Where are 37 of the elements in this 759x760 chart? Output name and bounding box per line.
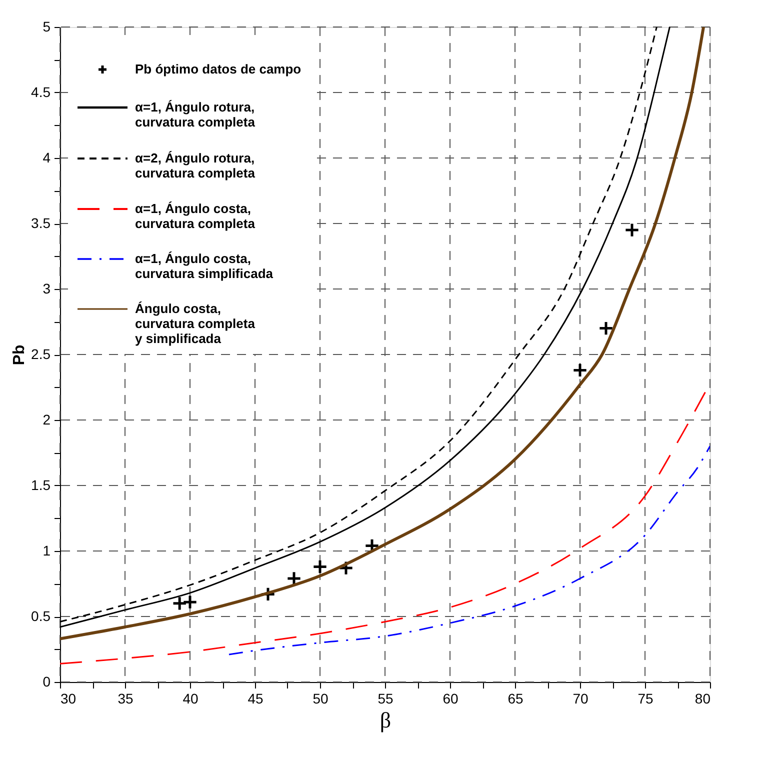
point xyxy=(624,222,640,238)
y-tick-label: 3 xyxy=(42,280,51,296)
y-tick-label: 4.5 xyxy=(31,84,51,100)
legend-label: Ángulo costa, curvatura completa y simplificada xyxy=(135,301,256,346)
x-tick-label: 75 xyxy=(638,690,654,706)
y-tick-label: 1.5 xyxy=(31,477,51,493)
y-tick-label: 2.5 xyxy=(31,346,51,362)
x-tick-label: 60 xyxy=(442,690,458,706)
x-tick-label: 80 xyxy=(694,690,711,706)
x-tick-label: 40 xyxy=(182,690,198,706)
legend-label: α=1, Ángulo costa, curvatura simplificada xyxy=(135,251,274,281)
x-tick-label: 70 xyxy=(572,690,588,706)
y-tick-label: 0.5 xyxy=(31,608,51,624)
point xyxy=(172,596,188,611)
x-axis-title: β xyxy=(380,708,392,732)
y-tick-label: 3.5 xyxy=(31,215,51,231)
legend-label: α=1, Ángulo costa, curvatura completa xyxy=(135,201,256,231)
x-tick-label: 50 xyxy=(312,690,328,706)
line-series xyxy=(228,445,710,656)
y-tick-label: 5 xyxy=(42,18,51,34)
legend-label: Pb óptimo datos de campo xyxy=(135,62,302,76)
y-axis-title: Pb xyxy=(11,344,28,366)
point xyxy=(312,559,328,574)
y-tick-label: 4 xyxy=(42,150,51,166)
y-tick-label: 0 xyxy=(42,674,51,690)
x-tick-label: 65 xyxy=(508,690,524,706)
point xyxy=(598,320,614,336)
x-tick-label: 35 xyxy=(118,690,134,706)
point xyxy=(572,362,588,378)
x-tick-label: 30 xyxy=(60,690,76,706)
y-tick-label: 2 xyxy=(42,412,51,428)
y-tick-label: 1 xyxy=(42,542,51,558)
x-tick-label: 55 xyxy=(378,690,394,706)
legend-label: α=1, Ángulo rotura, curvatura completa xyxy=(135,100,256,130)
point xyxy=(182,594,198,610)
legend-label: α=2, Ángulo rotura, curvatura completa xyxy=(135,150,256,180)
x-tick-label: 45 xyxy=(248,690,264,706)
